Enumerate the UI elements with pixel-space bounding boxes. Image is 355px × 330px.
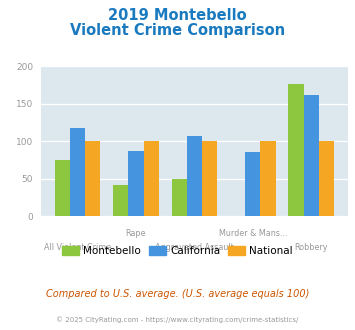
Bar [288, 84, 304, 216]
Bar [113, 184, 129, 216]
Text: All Violent Crime: All Violent Crime [44, 243, 111, 251]
Bar [202, 141, 217, 216]
Text: Robbery: Robbery [294, 243, 328, 251]
Bar [319, 141, 334, 216]
Text: © 2025 CityRating.com - https://www.cityrating.com/crime-statistics/: © 2025 CityRating.com - https://www.city… [56, 316, 299, 323]
Text: 2019 Montebello: 2019 Montebello [108, 8, 247, 23]
Bar [55, 160, 70, 216]
Bar [304, 94, 319, 216]
Text: Violent Crime Comparison: Violent Crime Comparison [70, 23, 285, 38]
Text: Murder & Mans...: Murder & Mans... [219, 229, 287, 238]
Bar [85, 141, 100, 216]
Text: Rape: Rape [126, 229, 146, 238]
Bar [245, 151, 260, 216]
Text: Aggravated Assault: Aggravated Assault [155, 243, 234, 251]
Bar [171, 179, 187, 216]
Bar [187, 136, 202, 216]
Bar [129, 151, 143, 216]
Bar [143, 141, 159, 216]
Bar [260, 141, 275, 216]
Bar [70, 128, 85, 216]
Text: Compared to U.S. average. (U.S. average equals 100): Compared to U.S. average. (U.S. average … [46, 289, 309, 299]
Legend: Montebello, California, National: Montebello, California, National [58, 242, 297, 260]
